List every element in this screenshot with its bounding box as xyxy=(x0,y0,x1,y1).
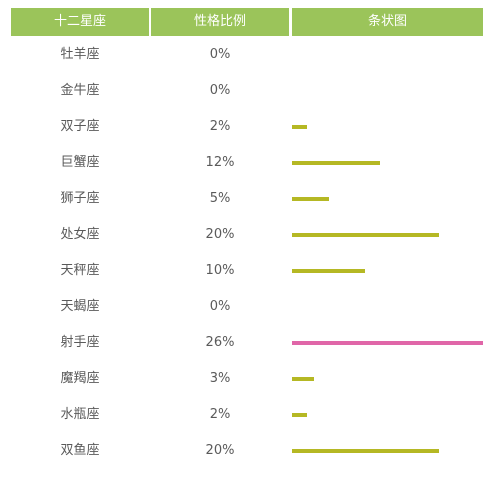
table-row: 水瓶座 2% xyxy=(11,397,483,433)
table-row: 天蝎座 0% xyxy=(11,289,483,325)
zodiac-label: 狮子座 xyxy=(60,191,100,206)
zodiac-label: 射手座 xyxy=(60,335,100,350)
percent-label: 12% xyxy=(205,155,235,170)
zodiac-label: 处女座 xyxy=(60,227,100,242)
percent-label: 26% xyxy=(205,335,235,350)
bar-cell xyxy=(292,433,483,469)
percent-label: 0% xyxy=(209,83,231,98)
bar xyxy=(292,233,439,237)
header-bar: 条状图 xyxy=(292,8,483,36)
zodiac-label: 双鱼座 xyxy=(60,443,100,458)
bar xyxy=(292,341,483,345)
table-row: 处女座 20% xyxy=(11,217,483,253)
bar-cell xyxy=(292,73,483,109)
table-header: 十二星座 性格比例 条状图 xyxy=(11,8,483,36)
percent-label: 2% xyxy=(209,119,231,134)
bar-cell xyxy=(292,181,483,217)
percent-label: 20% xyxy=(205,443,235,458)
bar xyxy=(292,269,365,273)
zodiac-label: 水瓶座 xyxy=(60,407,100,422)
bar-cell xyxy=(292,253,483,289)
zodiac-label: 双子座 xyxy=(60,119,100,134)
bar-cell xyxy=(292,397,483,433)
percent-label: 0% xyxy=(209,47,231,62)
percent-label: 3% xyxy=(209,371,231,386)
percent-label: 20% xyxy=(205,227,235,242)
bar xyxy=(292,197,329,201)
zodiac-label: 巨蟹座 xyxy=(60,155,100,170)
percent-label: 0% xyxy=(209,299,231,314)
bar-cell xyxy=(292,109,483,145)
bar xyxy=(292,449,439,453)
bar xyxy=(292,413,307,417)
table-row: 狮子座 5% xyxy=(11,181,483,217)
percent-label: 2% xyxy=(209,407,231,422)
zodiac-label: 魔羯座 xyxy=(60,371,100,386)
percent-label: 5% xyxy=(209,191,231,206)
bar-cell xyxy=(292,325,483,361)
bar-cell xyxy=(292,37,483,73)
table-row: 牡羊座 0% xyxy=(11,37,483,73)
bar-cell xyxy=(292,361,483,397)
zodiac-label: 天蝎座 xyxy=(60,299,100,314)
bar-cell xyxy=(292,145,483,181)
bar-cell xyxy=(292,289,483,325)
table-row: 射手座 26% xyxy=(11,325,483,361)
table-row: 天秤座 10% xyxy=(11,253,483,289)
table-row: 双鱼座 20% xyxy=(11,433,483,469)
header-ratio: 性格比例 xyxy=(151,8,289,36)
percent-label: 10% xyxy=(205,263,235,278)
table-row: 魔羯座 3% xyxy=(11,361,483,397)
table-row: 金牛座 0% xyxy=(11,73,483,109)
table-row: 双子座 2% xyxy=(11,109,483,145)
zodiac-label: 天秤座 xyxy=(60,263,100,278)
bar-cell xyxy=(292,217,483,253)
bar xyxy=(292,377,314,381)
header-zodiac: 十二星座 xyxy=(11,8,149,36)
bar xyxy=(292,161,380,165)
zodiac-label: 牡羊座 xyxy=(60,47,100,62)
table-row: 巨蟹座 12% xyxy=(11,145,483,181)
zodiac-label: 金牛座 xyxy=(60,83,100,98)
bar xyxy=(292,125,307,129)
